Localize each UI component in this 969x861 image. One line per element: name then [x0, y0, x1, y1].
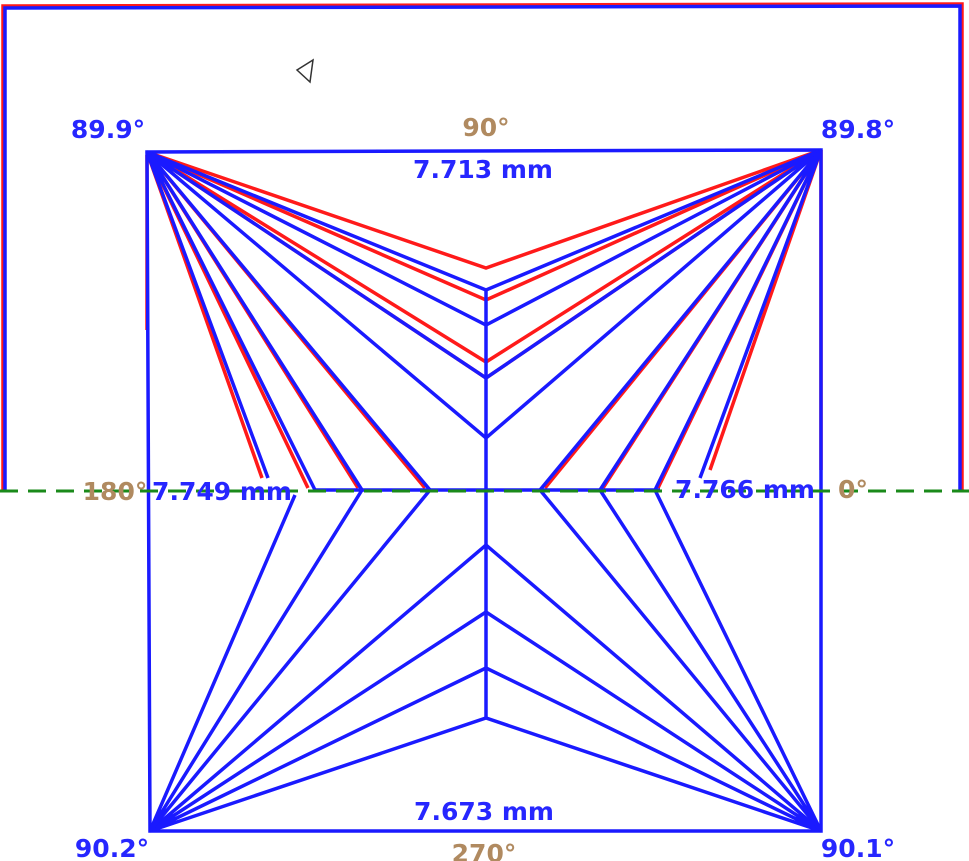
corner-angle: 89.9°: [71, 115, 145, 144]
measurement: 7.713 mm: [413, 155, 553, 184]
frame: [1, 2, 964, 490]
blue-facets: [145, 148, 823, 833]
measurement: 7.673 mm: [414, 797, 554, 826]
corner-angle: 90.2°: [75, 834, 149, 861]
corner-angle: 89.8°: [821, 115, 895, 144]
corner-angle: 90.1°: [821, 834, 895, 861]
direction-label: 90°: [462, 113, 509, 142]
labels: 89.9° 90° 89.8° 7.713 mm 180° 7.749 mm 7…: [71, 113, 895, 861]
direction-label: 0°: [838, 475, 868, 504]
direction-label: 180°: [83, 477, 148, 506]
direction-label: 270°: [452, 839, 517, 861]
measurement: 7.749 mm: [152, 477, 292, 506]
measurement: 7.766 mm: [675, 475, 815, 504]
